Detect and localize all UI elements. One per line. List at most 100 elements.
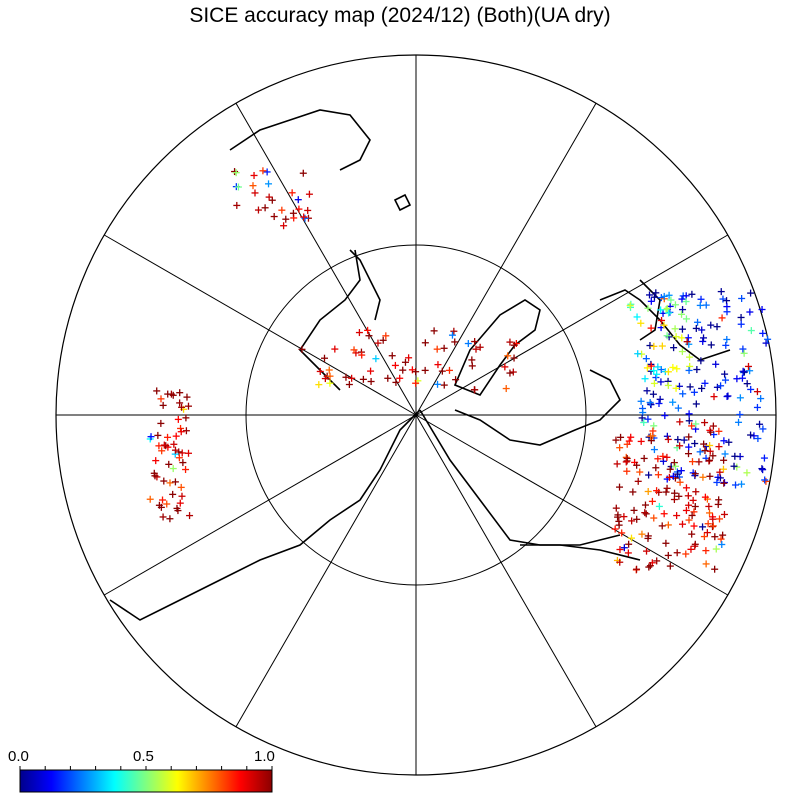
accuracy-marker [650, 446, 658, 454]
accuracy-marker [616, 558, 624, 566]
accuracy-marker [159, 496, 167, 504]
accuracy-marker [250, 171, 258, 179]
accuracy-marker [650, 514, 658, 522]
accuracy-marker [464, 340, 472, 348]
accuracy-marker [720, 437, 728, 445]
map-frame [55, 54, 777, 776]
accuracy-marker [759, 329, 767, 337]
accuracy-marker [641, 375, 649, 383]
accuracy-marker [682, 550, 690, 558]
accuracy-marker [722, 341, 730, 349]
accuracy-marker [268, 196, 276, 204]
accuracy-marker [434, 380, 442, 388]
accuracy-marker [732, 481, 740, 489]
accuracy-marker [647, 362, 655, 370]
accuracy-marker [451, 338, 459, 346]
accuracy-marker [471, 338, 479, 346]
accuracy-marker [643, 387, 651, 395]
accuracy-marker [762, 477, 770, 485]
accuracy-marker [707, 341, 715, 349]
accuracy-marker [723, 335, 731, 343]
accuracy-marker [710, 393, 718, 401]
accuracy-marker [173, 504, 181, 512]
accuracy-marker [663, 453, 671, 461]
accuracy-marker [678, 334, 686, 342]
accuracy-marker [721, 450, 729, 458]
accuracy-marker [713, 383, 721, 391]
accuracy-marker [684, 492, 692, 500]
coastlines [109, 109, 731, 621]
accuracy-marker [692, 324, 700, 332]
accuracy-marker [757, 395, 765, 403]
accuracy-marker [696, 301, 704, 309]
accuracy-marker [670, 496, 678, 504]
accuracy-marker [613, 460, 621, 468]
accuracy-marker [670, 459, 678, 467]
accuracy-marker [659, 452, 667, 460]
accuracy-marker [636, 468, 644, 476]
accuracy-marker [171, 478, 179, 486]
accuracy-marker [630, 506, 638, 514]
accuracy-marker [685, 433, 693, 441]
accuracy-marker [701, 493, 709, 501]
accuracy-marker [696, 448, 704, 456]
accuracy-marker [677, 467, 685, 475]
accuracy-marker [702, 560, 710, 568]
accuracy-marker [501, 363, 509, 371]
accuracy-marker [169, 391, 177, 399]
accuracy-marker [176, 499, 184, 507]
accuracy-marker [674, 436, 682, 444]
accuracy-marker [620, 513, 628, 521]
accuracy-marker [723, 308, 731, 316]
accuracy-marker [270, 213, 278, 221]
accuracy-marker [725, 438, 733, 446]
accuracy-marker [367, 367, 375, 375]
accuracy-marker [663, 304, 671, 312]
accuracy-marker [679, 306, 687, 314]
accuracy-marker [476, 343, 484, 351]
accuracy-marker [660, 510, 668, 518]
accuracy-marker [764, 335, 772, 343]
accuracy-marker [509, 368, 517, 376]
accuracy-marker [720, 479, 728, 487]
accuracy-marker [263, 168, 271, 176]
accuracy-marker [720, 456, 728, 464]
accuracy-marker [364, 326, 372, 334]
accuracy-marker [629, 488, 637, 496]
accuracy-marker [506, 369, 514, 377]
accuracy-marker [663, 332, 671, 340]
accuracy-marker [640, 454, 648, 462]
accuracy-marker [739, 345, 747, 353]
accuracy-marker [644, 304, 652, 312]
accuracy-marker [703, 529, 711, 537]
accuracy-marker [294, 196, 302, 204]
accuracy-marker [654, 455, 662, 463]
accuracy-marker [689, 496, 697, 504]
accuracy-marker [702, 547, 710, 555]
accuracy-marker [666, 465, 674, 473]
accuracy-marker [384, 374, 392, 382]
accuracy-marker [711, 533, 719, 541]
accuracy-marker [316, 367, 324, 375]
accuracy-marker [412, 368, 420, 376]
accuracy-marker [671, 325, 679, 333]
accuracy-marker [693, 366, 701, 374]
accuracy-marker [510, 341, 518, 349]
accuracy-marker [618, 529, 626, 537]
accuracy-marker [650, 367, 658, 375]
accuracy-marker [674, 404, 682, 412]
accuracy-marker [150, 469, 158, 477]
accuracy-marker [392, 378, 400, 386]
accuracy-marker [730, 462, 738, 470]
accuracy-marker [648, 497, 656, 505]
accuracy-marker [717, 288, 725, 296]
accuracy-marker [743, 380, 751, 388]
accuracy-marker [388, 352, 396, 360]
accuracy-marker [658, 342, 666, 350]
accuracy-marker [448, 331, 456, 339]
accuracy-marker [760, 454, 768, 462]
coastline [419, 409, 621, 546]
accuracy-marker [637, 397, 645, 405]
colorbar [19, 766, 273, 793]
accuracy-marker [155, 501, 163, 509]
